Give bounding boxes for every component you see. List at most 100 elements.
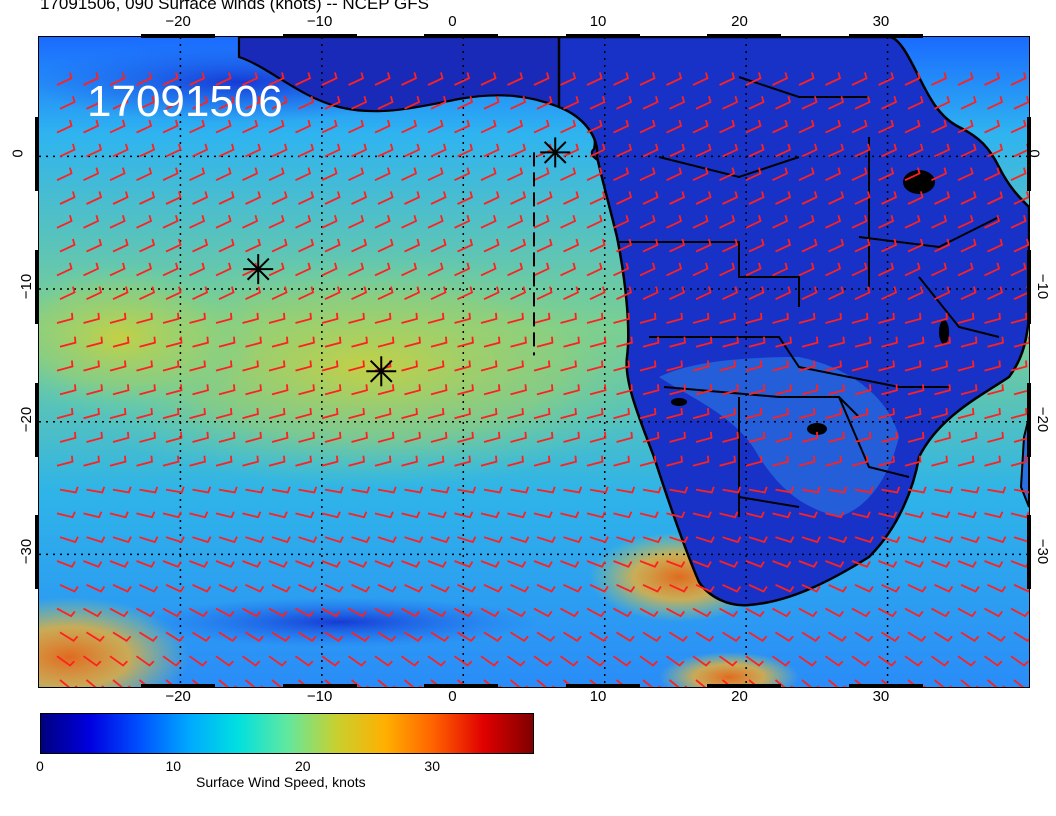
wind-barb	[268, 72, 285, 86]
wind-barb	[536, 583, 556, 593]
wind-barb	[772, 72, 789, 86]
wind-barb	[245, 336, 262, 348]
axis-tick-mark	[35, 117, 39, 192]
wind-barb	[218, 143, 235, 158]
wind-barb	[748, 536, 768, 544]
wind-barb	[904, 408, 922, 420]
wind-barb	[957, 455, 975, 467]
wind-barb	[934, 336, 951, 348]
wind-barb	[162, 455, 180, 467]
wind-barb	[295, 607, 315, 618]
wind-barb	[56, 119, 73, 134]
wind-barb	[878, 360, 895, 372]
wind-barb	[271, 238, 288, 253]
wind-barb	[719, 215, 736, 229]
wind-barb	[722, 536, 742, 544]
wind-barb	[692, 655, 711, 667]
wind-barb	[377, 536, 397, 544]
wind-barb	[825, 312, 842, 324]
wind-barb	[295, 215, 312, 229]
wind-barb	[1010, 167, 1027, 182]
wind-barb	[1013, 488, 1029, 494]
lake	[903, 170, 935, 194]
axis-tick-mark	[282, 684, 357, 688]
wind-barb	[507, 167, 524, 182]
wind-barb	[245, 286, 262, 301]
wind-barb	[218, 238, 235, 253]
wind-barb	[589, 96, 606, 110]
wind-barb	[536, 336, 554, 348]
wind-barb	[351, 486, 371, 494]
wind-barb	[616, 486, 636, 494]
wind-barb	[56, 360, 74, 372]
wind-barb	[931, 262, 948, 277]
wind-barb	[798, 262, 815, 277]
wind-barb	[404, 191, 421, 205]
wind-barb	[1010, 607, 1029, 618]
wind-barb	[192, 536, 212, 544]
axis-tick-mark	[565, 684, 640, 688]
wind-barb	[613, 455, 630, 467]
wind-barbs	[56, 72, 1029, 687]
axis-tick-mark	[141, 34, 216, 38]
wind-barb	[613, 312, 630, 324]
wind-barb	[878, 312, 895, 324]
wind-barb	[825, 72, 842, 86]
wind-barb	[666, 455, 683, 467]
wind-barb	[427, 455, 445, 467]
wind-barb	[669, 384, 686, 396]
wind-barb	[642, 486, 662, 494]
wind-barb	[828, 384, 845, 396]
wind-barb	[480, 119, 497, 134]
wind-barb	[324, 286, 341, 301]
wind-barb	[933, 679, 953, 687]
star-marker	[540, 137, 571, 168]
wind-barb	[404, 486, 424, 494]
wind-barb	[931, 607, 951, 618]
wind-barb	[907, 384, 925, 396]
wind-barb	[987, 336, 1004, 348]
wind-barb	[692, 262, 709, 277]
wind-barb	[666, 560, 686, 568]
wind-barb	[139, 96, 156, 110]
wind-barb	[616, 143, 633, 158]
wind-barb	[192, 143, 209, 158]
wind-barb	[109, 119, 126, 134]
wind-barb	[907, 336, 925, 348]
wind-barb	[613, 511, 633, 519]
wind-barb	[563, 286, 580, 301]
wind-barb	[192, 286, 209, 301]
wind-barb	[427, 72, 444, 86]
wind-barb	[136, 455, 153, 467]
wind-barb	[430, 384, 448, 396]
wind-barb	[295, 312, 312, 324]
wind-barb	[427, 511, 447, 519]
wind-barb	[560, 215, 577, 229]
wind-barb	[745, 511, 765, 519]
wind-barb	[480, 560, 500, 568]
wind-barb	[457, 238, 474, 253]
wind-barb	[798, 655, 817, 667]
wind-barb	[639, 560, 659, 568]
wind-map[interactable]: 17091506	[38, 36, 1030, 688]
wind-barb	[83, 560, 103, 568]
wind-barb	[695, 96, 712, 110]
wind-barb	[86, 238, 103, 253]
wind-barb	[109, 511, 129, 519]
wind-barb	[907, 431, 925, 443]
wind-barb	[987, 191, 1004, 205]
wind-barb	[563, 536, 583, 544]
wind-barb	[695, 238, 712, 253]
wind-barb	[56, 167, 73, 182]
wind-barb	[401, 511, 421, 519]
wind-barb	[268, 607, 288, 618]
wind-barb	[907, 191, 924, 205]
wind-barb	[245, 96, 262, 110]
wind-barb	[109, 655, 128, 667]
wind-barb	[321, 312, 339, 324]
wind-barb	[348, 312, 365, 324]
wind-barb	[639, 655, 658, 667]
wind-barb	[560, 560, 580, 568]
wind-barb	[957, 72, 974, 86]
wind-barb	[828, 238, 845, 253]
